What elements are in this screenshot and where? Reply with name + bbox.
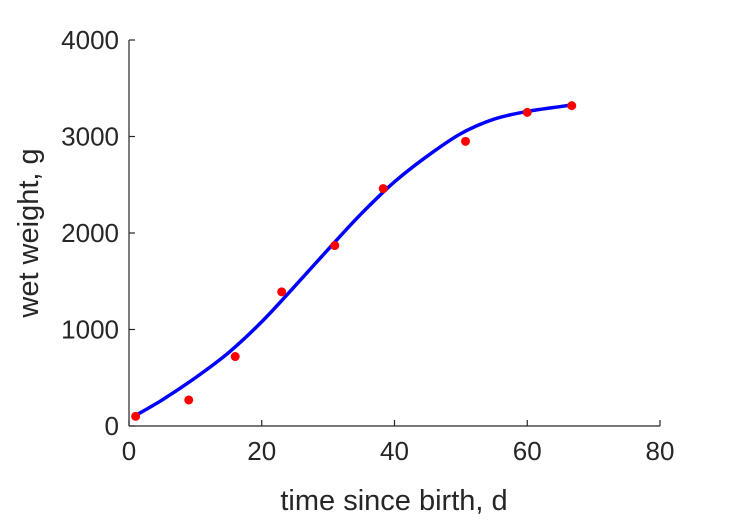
y-tick-label: 2000 xyxy=(61,218,119,248)
data-point xyxy=(522,107,532,117)
y-tick-label: 1000 xyxy=(61,315,119,345)
x-tick-label: 0 xyxy=(122,436,136,466)
series-layer xyxy=(131,101,577,421)
data-point xyxy=(567,101,577,111)
y-tick-label: 4000 xyxy=(61,25,119,55)
y-tick-label: 3000 xyxy=(61,122,119,152)
y-axis-title: wet weight, g xyxy=(13,148,45,318)
data-point xyxy=(378,184,388,194)
y-ticks: 0 1000 2000 3000 4000 xyxy=(61,25,135,441)
data-point xyxy=(461,136,471,146)
fitted-curve-line xyxy=(133,102,576,418)
x-ticks: 0 20 40 60 80 xyxy=(122,420,675,466)
y-tick-label: 0 xyxy=(105,411,119,441)
data-point xyxy=(131,411,141,421)
x-tick-label: 20 xyxy=(247,436,276,466)
x-axis-title: time since birth, d xyxy=(280,485,507,517)
x-tick-label: 40 xyxy=(380,436,409,466)
x-tick-label: 60 xyxy=(513,436,542,466)
data-point xyxy=(330,241,340,251)
data-point xyxy=(277,287,287,297)
data-point xyxy=(230,352,240,362)
x-tick-label: 80 xyxy=(646,436,675,466)
data-point xyxy=(184,395,194,405)
